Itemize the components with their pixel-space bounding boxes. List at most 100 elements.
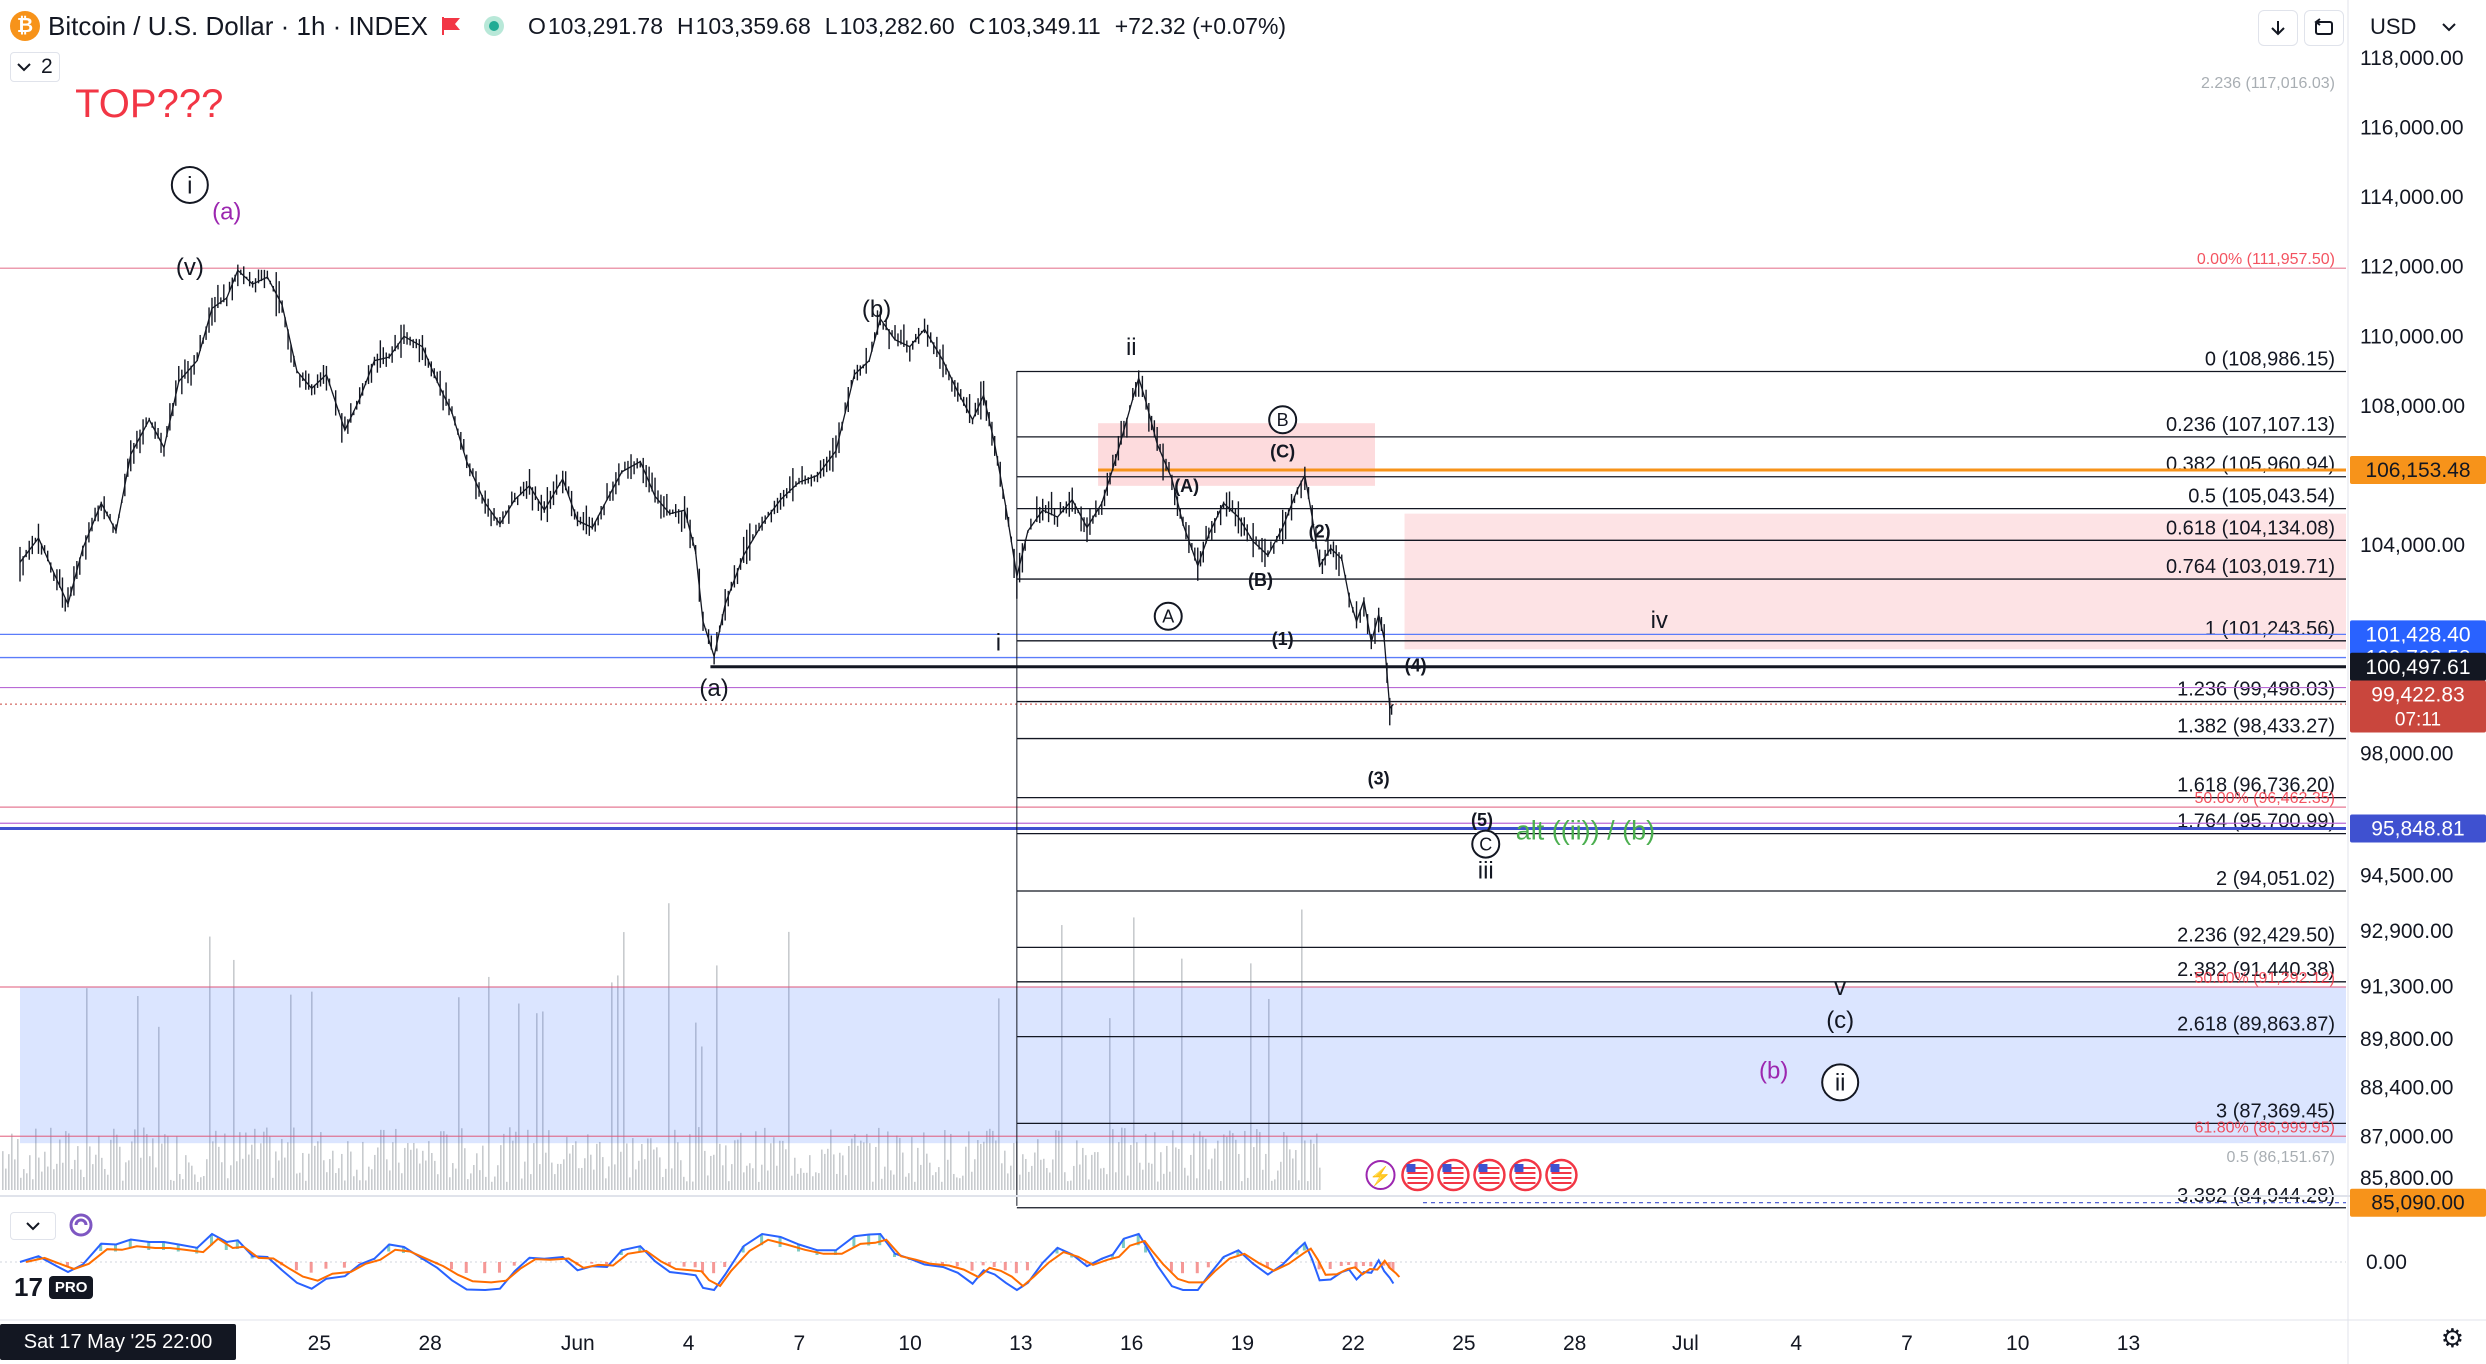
price-tick-label: 87,000.00 <box>2360 1125 2453 1148</box>
settings-gear-icon[interactable]: ⚙ <box>2440 1323 2464 1353</box>
symbol-title[interactable]: Bitcoin / U.S. Dollar · 1h · INDEX <box>48 10 428 41</box>
volume-bar <box>251 1144 253 1190</box>
volume-bar <box>143 1127 145 1190</box>
volume-bar <box>104 1168 106 1190</box>
volume-bar <box>455 1168 457 1190</box>
wave-labels[interactable]: TOP??? i (a) (v) (b) (a) ii B (C) (A) (2) (B) Ai (1) (… <box>75 82 1860 1102</box>
price-tag[interactable] <box>2350 680 2486 733</box>
price-tag[interactable] <box>2350 620 2486 649</box>
volume-bar <box>131 1141 133 1190</box>
volume-bar <box>410 1149 412 1190</box>
macd-histogram-bar <box>1391 1262 1395 1271</box>
volume-bar <box>551 1162 553 1190</box>
volume-bar <box>998 998 1000 1190</box>
volume-bar <box>992 1130 994 1190</box>
volume-bar <box>1118 1142 1120 1190</box>
volume-bar <box>203 1176 205 1190</box>
volume-bar <box>656 1147 658 1190</box>
macd-pane-toggle[interactable] <box>10 1212 56 1240</box>
volume-bar <box>788 931 790 1190</box>
price-tag[interactable] <box>2350 456 2486 485</box>
volume-bar <box>896 1135 898 1190</box>
price-tag-label: 101,428.40 <box>2365 623 2470 646</box>
volume-bar <box>1283 1132 1285 1190</box>
wave-label: (v) <box>176 254 204 281</box>
volume-bar <box>734 1140 736 1190</box>
flag-icon[interactable] <box>440 15 464 37</box>
price-line <box>19 269 1394 711</box>
economic-events[interactable]: ⚡ <box>1365 1158 1578 1192</box>
volume-bar <box>707 1175 709 1190</box>
price-tag[interactable] <box>2350 652 2486 681</box>
price-tag[interactable] <box>2350 1188 2486 1217</box>
price-tick-label: 89,800.00 <box>2360 1028 2453 1051</box>
time-tick-label: 28 <box>1563 1332 1586 1355</box>
volume-bar <box>1010 1165 1012 1190</box>
volume-bar <box>446 1134 448 1190</box>
volume-bar <box>677 1142 679 1190</box>
volume-bar <box>254 1128 256 1190</box>
volume-bar <box>1046 1168 1048 1190</box>
volume-bar <box>1217 1140 1219 1190</box>
volume-bar <box>1022 1154 1024 1190</box>
volume-bar <box>626 1143 628 1190</box>
volume-bar <box>167 1136 169 1190</box>
chart-header: ₿ Bitcoin / U.S. Dollar · 1h · INDEX O10… <box>0 0 2340 52</box>
volume-bar <box>500 1145 502 1190</box>
volume-bar <box>767 1170 769 1190</box>
volume-bar <box>935 1172 937 1190</box>
volume-bar <box>1205 1138 1207 1190</box>
indicator-settings-icon[interactable] <box>66 1212 96 1238</box>
volume-bar <box>8 1154 10 1190</box>
macd-histogram-bar <box>1387 1262 1391 1269</box>
macd-histogram-bar <box>483 1262 487 1274</box>
price-axis[interactable]: 118,000.00 116,000.00 114,000.00 112,000.00… <box>2350 47 2486 1274</box>
tradingview-logo[interactable]: 17 PRO <box>14 1270 132 1304</box>
macd-pane[interactable] <box>0 1232 2346 1292</box>
volume-bar <box>929 1162 931 1190</box>
macd-histogram-bar <box>209 1234 213 1246</box>
indicator-collapse-button[interactable]: 2 <box>10 52 60 82</box>
price-tick-label: 118,000.00 <box>2360 47 2464 70</box>
volume-bar <box>50 1127 52 1190</box>
volume-bar <box>440 1131 442 1190</box>
time-axis[interactable]: 25 28 Jun 4 7 10 13 16 19 22 25 28 Jul 4 7 10 13 <box>308 1332 2140 1355</box>
volume-bar <box>170 1179 172 1190</box>
wave-label: ii <box>1126 334 1137 361</box>
volume-bar <box>95 1154 97 1190</box>
volume-bar <box>86 988 88 1190</box>
volume-bar <box>209 936 211 1190</box>
volume-bar <box>635 1169 637 1190</box>
wave-label: ii <box>1835 1070 1846 1097</box>
volume-bar <box>1247 1177 1249 1190</box>
volume-bar <box>92 1164 94 1190</box>
download-icon[interactable] <box>2258 10 2298 46</box>
lightning-icon[interactable] <box>1365 1160 1396 1190</box>
volume-bar <box>959 1178 961 1190</box>
volume-bar <box>1280 1161 1282 1190</box>
volume-bar <box>452 1163 454 1190</box>
macd-histogram-bar <box>833 1250 837 1255</box>
volume-bar <box>545 1152 547 1190</box>
volume-bar <box>227 1178 229 1190</box>
volume-bar <box>692 1181 694 1190</box>
macd-histogram-bar <box>294 1262 298 1271</box>
volume-bar <box>1136 1142 1138 1190</box>
macd-histogram-bar <box>1169 1262 1173 1272</box>
replay-icon[interactable] <box>2304 10 2344 46</box>
volume-bar <box>1301 909 1303 1190</box>
time-tick-label: 7 <box>793 1332 805 1355</box>
volume-bar <box>1076 1140 1078 1190</box>
wave-label: iv <box>1651 607 1668 634</box>
macd-histogram-bar <box>970 1262 974 1271</box>
price-tag[interactable] <box>2350 814 2486 843</box>
volume-bar <box>1187 1175 1189 1190</box>
macd-histogram-bar <box>1014 1262 1018 1274</box>
volume-bar <box>878 1127 880 1190</box>
macd-histogram-bar <box>1317 1262 1321 1270</box>
volume-bar <box>932 1175 934 1190</box>
currency-select[interactable]: USD <box>2356 10 2466 44</box>
wave-circle <box>1821 1063 1860 1102</box>
